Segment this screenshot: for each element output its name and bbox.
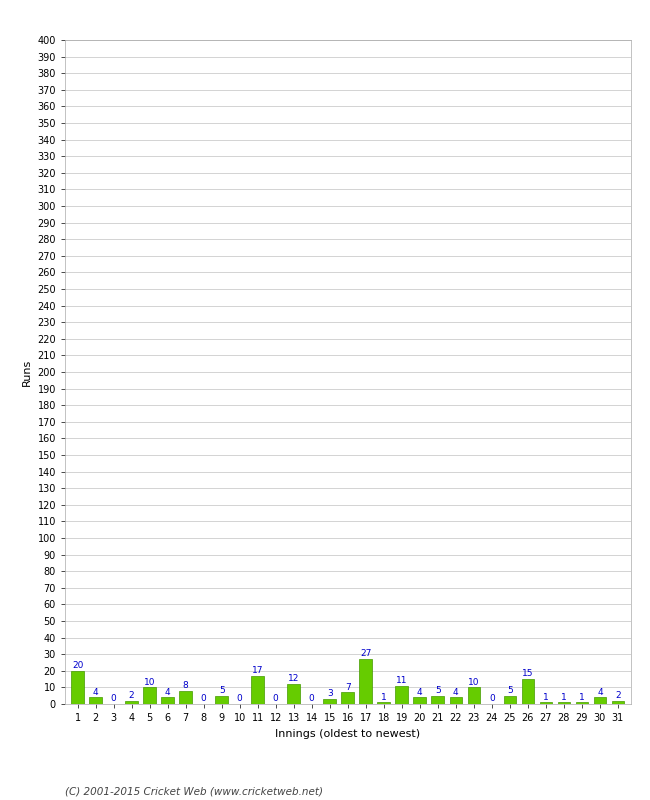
Bar: [324, 699, 336, 704]
Bar: [540, 702, 552, 704]
Text: 0: 0: [237, 694, 242, 703]
Text: 12: 12: [288, 674, 300, 683]
Text: 20: 20: [72, 661, 83, 670]
Text: 5: 5: [507, 686, 513, 695]
Text: 1: 1: [543, 693, 549, 702]
X-axis label: Innings (oldest to newest): Innings (oldest to newest): [275, 729, 421, 738]
Text: (C) 2001-2015 Cricket Web (www.cricketweb.net): (C) 2001-2015 Cricket Web (www.cricketwe…: [65, 786, 323, 796]
Bar: [341, 692, 354, 704]
Text: 10: 10: [468, 678, 480, 686]
Text: 2: 2: [129, 691, 135, 700]
Bar: [467, 687, 480, 704]
Bar: [612, 701, 624, 704]
Text: 0: 0: [111, 694, 116, 703]
Bar: [432, 696, 444, 704]
Text: 1: 1: [579, 693, 585, 702]
Text: 5: 5: [435, 686, 441, 695]
Bar: [558, 702, 570, 704]
Bar: [504, 696, 516, 704]
Text: 10: 10: [144, 678, 155, 686]
Bar: [359, 659, 372, 704]
Bar: [144, 687, 156, 704]
Text: 15: 15: [522, 670, 534, 678]
Bar: [413, 698, 426, 704]
Bar: [395, 686, 408, 704]
Text: 3: 3: [327, 689, 333, 698]
Text: 11: 11: [396, 676, 408, 685]
Text: 1: 1: [381, 693, 387, 702]
Text: 1: 1: [561, 693, 567, 702]
Y-axis label: Runs: Runs: [22, 358, 32, 386]
Bar: [450, 698, 462, 704]
Text: 4: 4: [597, 687, 603, 697]
Bar: [215, 696, 228, 704]
Text: 4: 4: [453, 687, 459, 697]
Bar: [593, 698, 606, 704]
Text: 0: 0: [309, 694, 315, 703]
Text: 5: 5: [219, 686, 224, 695]
Bar: [89, 698, 102, 704]
Bar: [252, 676, 264, 704]
Text: 0: 0: [273, 694, 279, 703]
Text: 17: 17: [252, 666, 263, 675]
Bar: [179, 690, 192, 704]
Text: 7: 7: [345, 682, 350, 691]
Bar: [575, 702, 588, 704]
Bar: [287, 684, 300, 704]
Bar: [72, 670, 84, 704]
Text: 2: 2: [615, 691, 621, 700]
Bar: [378, 702, 390, 704]
Bar: [125, 701, 138, 704]
Text: 0: 0: [489, 694, 495, 703]
Text: 0: 0: [201, 694, 207, 703]
Text: 4: 4: [165, 687, 170, 697]
Text: 4: 4: [417, 687, 422, 697]
Bar: [521, 679, 534, 704]
Text: 4: 4: [93, 687, 98, 697]
Text: 8: 8: [183, 681, 188, 690]
Text: 27: 27: [360, 650, 371, 658]
Bar: [161, 698, 174, 704]
